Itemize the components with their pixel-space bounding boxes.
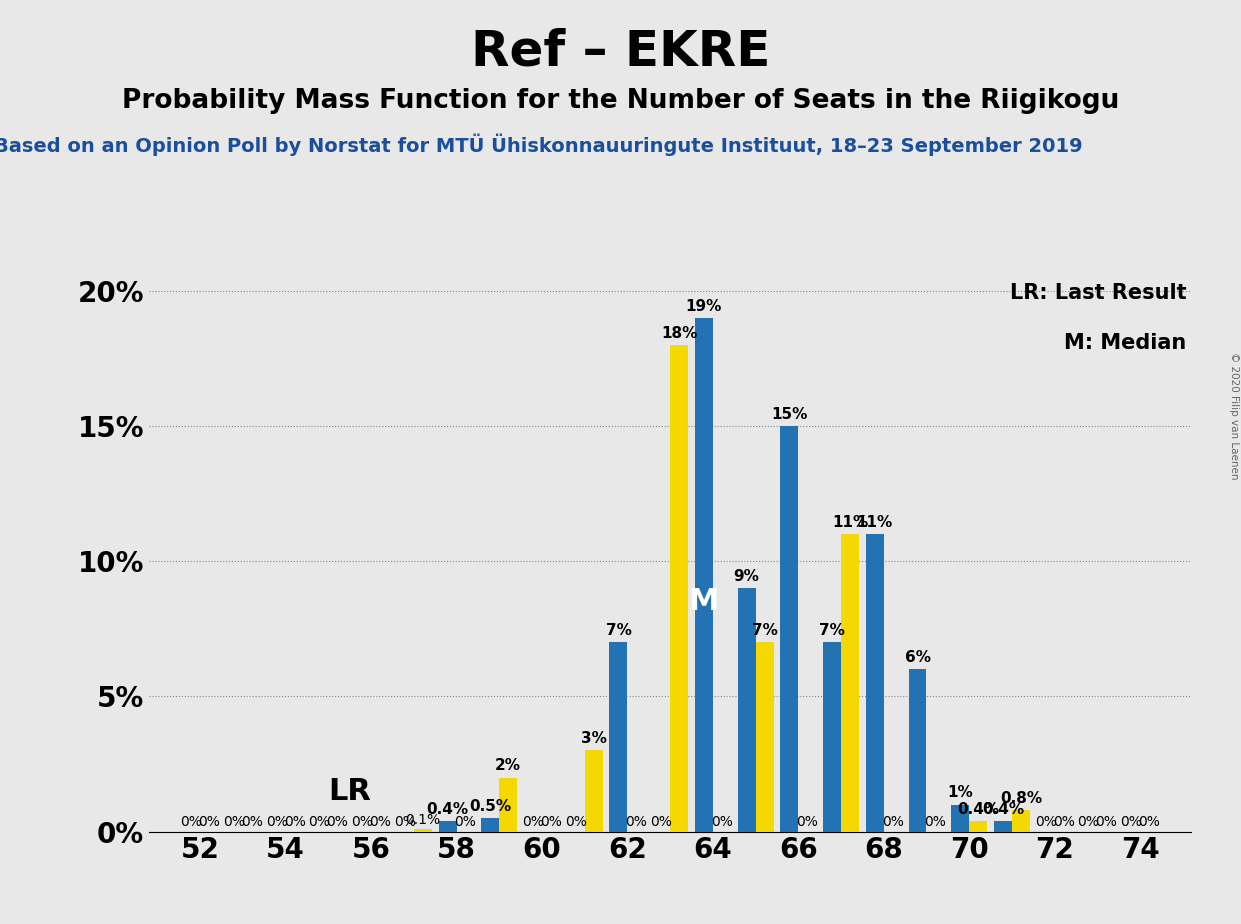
Text: 0%: 0% — [369, 816, 391, 830]
Bar — [908, 669, 927, 832]
Text: 0%: 0% — [454, 816, 477, 830]
Bar — [413, 829, 432, 832]
Text: 0%: 0% — [223, 816, 244, 830]
Text: 0%: 0% — [199, 816, 220, 830]
Text: Based on an Opinion Poll by Norstat for MTÜ Ühiskonnauuringute Instituut, 18–23 : Based on an Opinion Poll by Norstat for … — [0, 134, 1082, 156]
Text: 18%: 18% — [661, 326, 697, 341]
Bar — [695, 318, 712, 832]
Bar — [994, 821, 1011, 832]
Text: 0%: 0% — [565, 816, 587, 830]
Text: 0%: 0% — [309, 816, 330, 830]
Bar — [499, 777, 517, 832]
Bar — [737, 589, 756, 832]
Text: 0%: 0% — [241, 816, 263, 830]
Text: M: M — [689, 588, 719, 616]
Bar — [841, 534, 859, 832]
Text: 0%: 0% — [351, 816, 374, 830]
Text: 0%: 0% — [650, 816, 673, 830]
Text: 0%: 0% — [1138, 816, 1160, 830]
Text: 0%: 0% — [1077, 816, 1100, 830]
Text: 9%: 9% — [733, 569, 759, 584]
Text: Probability Mass Function for the Number of Seats in the Riigikogu: Probability Mass Function for the Number… — [122, 88, 1119, 114]
Bar — [952, 805, 969, 832]
Text: 0%: 0% — [326, 816, 349, 830]
Bar — [609, 642, 628, 832]
Text: 0%: 0% — [925, 816, 947, 830]
Text: 11%: 11% — [856, 515, 894, 530]
Bar — [1011, 810, 1030, 832]
Text: 0.4%: 0.4% — [957, 802, 999, 817]
Bar — [756, 642, 773, 832]
Text: 0%: 0% — [266, 816, 288, 830]
Text: 0%: 0% — [1052, 816, 1075, 830]
Text: 0.4%: 0.4% — [427, 802, 469, 817]
Text: 0%: 0% — [1121, 816, 1142, 830]
Text: 0.1%: 0.1% — [406, 813, 441, 827]
Text: 0.4%: 0.4% — [982, 802, 1024, 817]
Bar — [585, 750, 603, 832]
Bar — [866, 534, 884, 832]
Text: 2%: 2% — [495, 759, 521, 773]
Text: 0%: 0% — [393, 816, 416, 830]
Text: 0%: 0% — [882, 816, 903, 830]
Text: 7%: 7% — [819, 623, 845, 638]
Text: Ref – EKRE: Ref – EKRE — [470, 28, 771, 76]
Text: LR: Last Result: LR: Last Result — [1009, 283, 1186, 303]
Text: 11%: 11% — [831, 515, 869, 530]
Text: 7%: 7% — [606, 623, 632, 638]
Bar — [823, 642, 841, 832]
Text: 0%: 0% — [284, 816, 305, 830]
Text: LR: LR — [329, 776, 371, 806]
Text: 0%: 0% — [625, 816, 648, 830]
Text: M: Median: M: Median — [1064, 333, 1186, 353]
Text: 1%: 1% — [947, 785, 973, 800]
Text: 19%: 19% — [686, 298, 722, 314]
Text: 15%: 15% — [771, 407, 808, 422]
Text: 0%: 0% — [797, 816, 818, 830]
Text: 7%: 7% — [752, 623, 778, 638]
Text: 0%: 0% — [1035, 816, 1056, 830]
Bar — [969, 821, 987, 832]
Bar — [670, 345, 688, 832]
Text: 0%: 0% — [1096, 816, 1117, 830]
Text: 0%: 0% — [711, 816, 732, 830]
Text: 6%: 6% — [905, 650, 931, 665]
Text: 0%: 0% — [540, 816, 562, 830]
Text: 0%: 0% — [180, 816, 202, 830]
Text: 0.8%: 0.8% — [1000, 791, 1042, 806]
Text: 0%: 0% — [522, 816, 544, 830]
Text: 0.5%: 0.5% — [469, 799, 511, 814]
Text: 3%: 3% — [581, 732, 607, 747]
Bar — [438, 821, 457, 832]
Bar — [781, 426, 798, 832]
Bar — [482, 818, 499, 832]
Text: © 2020 Filip van Laenen: © 2020 Filip van Laenen — [1229, 352, 1239, 480]
